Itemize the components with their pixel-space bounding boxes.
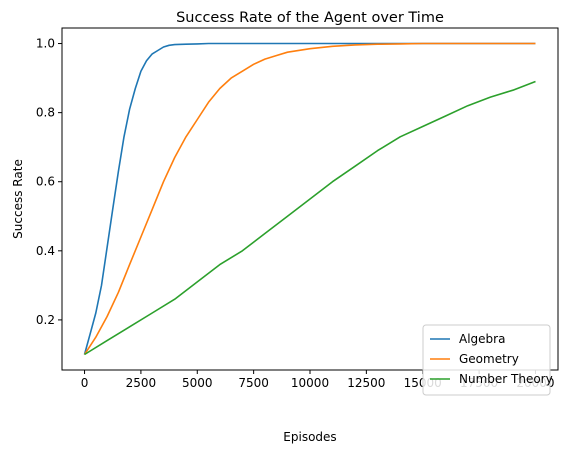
- y-tick-label-0: 0.2: [36, 313, 55, 327]
- x-tick-label-5: 12500: [347, 376, 385, 390]
- series-line-0: [83, 42, 536, 355]
- x-tick-label-1: 2500: [126, 376, 157, 390]
- y-tick-label-1: 0.4: [36, 244, 55, 258]
- legend-label-1: Geometry: [459, 352, 519, 366]
- plot-area: [83, 42, 536, 356]
- y-tick-label-3: 0.8: [36, 106, 55, 120]
- x-tick-label-0: 0: [81, 376, 89, 390]
- legend-label-0: Algebra: [459, 332, 505, 346]
- legend-label-2: Number Theory: [459, 372, 553, 386]
- x-tick-label-3: 7500: [238, 376, 269, 390]
- x-tick-label-4: 10000: [291, 376, 329, 390]
- y-axis-label: Success Rate: [11, 159, 25, 239]
- chart-title: Success Rate of the Agent over Time: [176, 10, 444, 26]
- series-line-1: [83, 42, 536, 355]
- legend-box: [422, 324, 551, 396]
- series-line-2: [84, 80, 536, 356]
- x-axis-label: Episodes: [283, 430, 336, 444]
- y-tick-label-2: 0.6: [36, 175, 55, 189]
- x-tick-label-2: 5000: [182, 376, 213, 390]
- y-tick-label-4: 1.0: [36, 37, 55, 51]
- legend: Algebra Geometry Number Theory: [422, 324, 553, 396]
